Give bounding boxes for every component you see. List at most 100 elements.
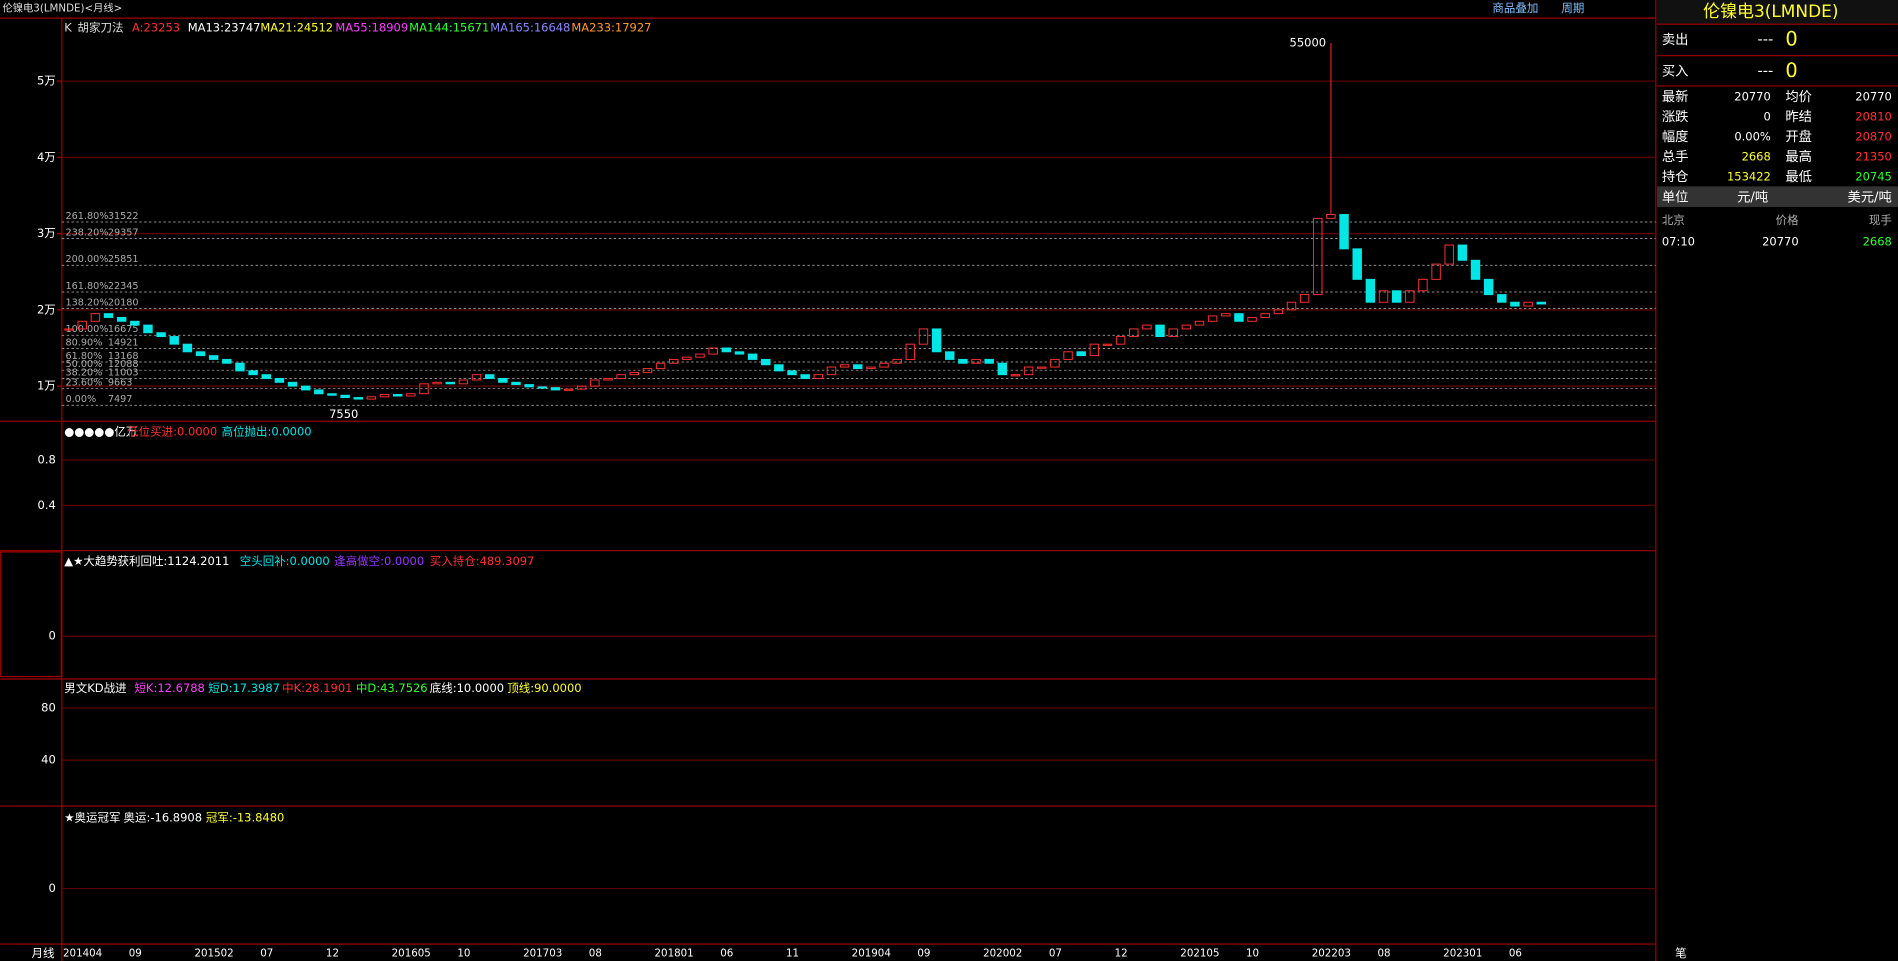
candle bbox=[1063, 351, 1073, 360]
fib-percent: 38.20% bbox=[65, 367, 102, 378]
x-tick-label: 12 bbox=[326, 948, 339, 960]
main-legend: K 胡家刀法 A:23253 MA13:23747 MA21:24512 MA5… bbox=[64, 20, 651, 34]
x-tick-label: 202301 bbox=[1443, 948, 1482, 960]
candle bbox=[208, 355, 219, 360]
label: 买入 bbox=[1662, 63, 1689, 79]
overlay-button[interactable]: 商品叠加 bbox=[1492, 1, 1538, 15]
fib-value: 11003 bbox=[108, 367, 139, 378]
candle bbox=[156, 332, 166, 338]
value: 0 bbox=[1785, 27, 1797, 50]
y-tick-label: 0.4 bbox=[38, 498, 56, 512]
legend: A:23253 bbox=[132, 20, 180, 34]
fib-value: 29357 bbox=[108, 227, 139, 238]
candle bbox=[576, 385, 587, 390]
x-tick-label: 11 bbox=[786, 948, 799, 960]
candle bbox=[603, 378, 613, 381]
tick-price: 20770 bbox=[1762, 235, 1799, 249]
label: 单位 bbox=[1662, 189, 1689, 205]
legend: ★奥运冠军 bbox=[64, 811, 120, 825]
candle bbox=[945, 351, 955, 360]
candle bbox=[1273, 309, 1284, 315]
quote-label: 最低 bbox=[1785, 169, 1812, 185]
period-button[interactable]: 周期 bbox=[1561, 1, 1584, 15]
legend: 奥运:-16.8908 bbox=[124, 811, 202, 825]
panel3-legend: ▲★大趋势 获利回吐:1124.2011 空头回补:0.0000 逢高做空:0.… bbox=[64, 554, 534, 568]
candle bbox=[853, 364, 863, 370]
fib-percent: 261.80% bbox=[65, 211, 108, 222]
candle bbox=[892, 358, 902, 364]
label: 北京 bbox=[1662, 213, 1685, 227]
candle bbox=[445, 381, 455, 385]
candle bbox=[1037, 366, 1047, 369]
y-tick-label: 4万 bbox=[37, 150, 56, 164]
candle bbox=[379, 394, 390, 398]
label: 价格 bbox=[1776, 213, 1799, 227]
unit-bar bbox=[1657, 186, 1898, 207]
x-tick-label: 09 bbox=[917, 948, 930, 960]
candle bbox=[300, 385, 311, 391]
candle bbox=[287, 381, 298, 387]
quote-value: 20745 bbox=[1855, 170, 1892, 184]
quote-value: 21350 bbox=[1855, 150, 1892, 164]
candle bbox=[1352, 248, 1362, 280]
unit-option[interactable]: 元/吨 bbox=[1737, 189, 1768, 205]
legend: MA55:18909 bbox=[335, 20, 408, 34]
value: --- bbox=[1758, 32, 1774, 48]
tick-volume: 2668 bbox=[1863, 235, 1892, 249]
x-axis-title: 月线 bbox=[32, 946, 55, 960]
candle bbox=[1247, 316, 1257, 322]
candle bbox=[590, 379, 600, 387]
candle bbox=[1299, 294, 1310, 303]
candle bbox=[813, 374, 824, 379]
candle bbox=[77, 320, 87, 330]
x-tick-label: 08 bbox=[589, 948, 602, 960]
fib-percent: 161.80% bbox=[65, 281, 108, 292]
candle bbox=[1102, 343, 1113, 346]
annotation: 55000 bbox=[1290, 35, 1327, 49]
candle bbox=[537, 386, 548, 389]
quote-label: 开盘 bbox=[1785, 128, 1812, 145]
legend: ●●●●●亿万 bbox=[64, 425, 137, 439]
candle bbox=[524, 384, 534, 388]
candle bbox=[195, 351, 206, 357]
x-tick-label: 202002 bbox=[983, 948, 1022, 960]
legend: ▲★大趋势 bbox=[64, 554, 118, 568]
panel-frames bbox=[0, 0, 1657, 961]
candle bbox=[1115, 336, 1126, 345]
candle bbox=[340, 394, 350, 399]
x-tick-label: 10 bbox=[1246, 948, 1259, 960]
legend: MA165:16648 bbox=[490, 20, 570, 34]
x-tick-label: 201605 bbox=[392, 948, 431, 960]
candle bbox=[103, 313, 114, 318]
candle bbox=[708, 347, 718, 355]
legend: 顶线:90.0000 bbox=[507, 681, 581, 695]
label: 卖出 bbox=[1662, 32, 1689, 48]
footer-tab[interactable]: 笔 bbox=[1675, 946, 1687, 960]
candle bbox=[235, 362, 245, 372]
quote-label: 幅度 bbox=[1662, 129, 1689, 145]
candle bbox=[248, 370, 258, 376]
quote-title: 伦镍电3(LMNDE) bbox=[1703, 1, 1838, 21]
x-tick-label: 201404 bbox=[63, 948, 102, 960]
quote-label: 涨跌 bbox=[1662, 109, 1689, 125]
legend: K bbox=[64, 20, 72, 34]
candle bbox=[1010, 374, 1021, 377]
y-tick-label: 1万 bbox=[37, 379, 56, 393]
candle bbox=[1391, 290, 1402, 303]
quote-label: 均价 bbox=[1785, 89, 1812, 105]
candle bbox=[1089, 343, 1100, 357]
x-tick-label: 08 bbox=[1377, 948, 1390, 960]
legend: 胡家刀法 bbox=[78, 20, 124, 34]
x-tick-label: 06 bbox=[720, 948, 733, 960]
candle bbox=[1497, 294, 1507, 303]
x-tick-label: 10 bbox=[457, 948, 470, 960]
panel4-legend: 男文KD战进 短K:12.6788 短D:17.3987 中K:28.1901 … bbox=[64, 681, 581, 695]
unit-option[interactable]: 美元/吨 bbox=[1847, 189, 1891, 205]
candle bbox=[1207, 315, 1218, 322]
x-tick-label: 07 bbox=[1049, 948, 1062, 960]
legend: 中K:28.1901 bbox=[282, 681, 352, 695]
legend: MA13:23747 bbox=[188, 20, 261, 34]
candle bbox=[879, 362, 889, 368]
candle bbox=[314, 389, 324, 395]
x-tick-label: 12 bbox=[1115, 948, 1128, 960]
